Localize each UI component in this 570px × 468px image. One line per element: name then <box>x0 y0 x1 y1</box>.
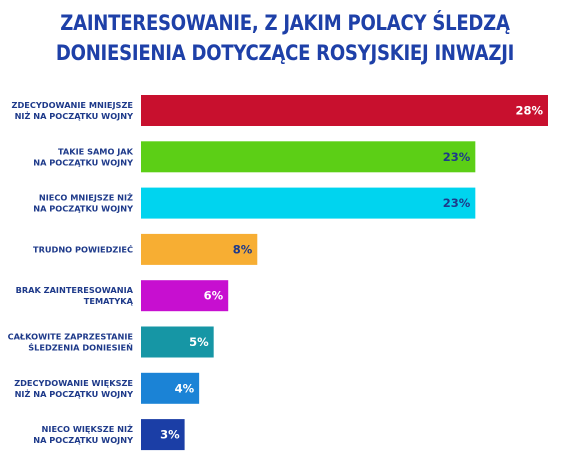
chart-title: ZAINTERESOWANIE, Z JAKIM POLACY ŚLEDZĄ D… <box>40 8 530 68</box>
category-label-5: BRAK ZAINTERESOWANIA TEMATYKĄ <box>16 285 134 306</box>
category-label-line: NIECO MNIEJSZE NIŻ <box>39 193 133 203</box>
value-label-7: 4% <box>175 381 195 395</box>
category-label-4: TRUDNO POWIEDZIEĆ <box>33 243 133 254</box>
category-label-line: ZDECYDOWANIE WIĘKSZE <box>14 378 133 388</box>
category-label-line: NIŻ NA POCZĄTKU WOJNY <box>15 111 135 121</box>
category-label-line: TRUDNO POWIEDZIEĆ <box>33 243 133 254</box>
bar-3 <box>141 187 476 219</box>
category-label-7: ZDECYDOWANIE WIĘKSZE NIŻ NA POCZĄTKU WOJN… <box>14 378 134 399</box>
value-label-6: 5% <box>189 335 209 349</box>
category-label-3: NIECO MNIEJSZE NIŻ NA POCZĄTKU WOJNY <box>33 193 134 214</box>
category-label-line: NIECO WIĘKSZE NIŻ <box>42 424 134 434</box>
category-label-line: NA POCZĄTKU WOJNY <box>33 204 134 214</box>
value-label-3: 23% <box>443 196 471 210</box>
value-label-8: 3% <box>160 428 180 442</box>
category-label-line: TEMATYKĄ <box>84 296 134 306</box>
bar-2 <box>141 141 476 173</box>
bar-4 <box>141 233 258 265</box>
bar-7 <box>141 372 200 404</box>
category-label-line: ZDECYDOWANIE MNIEJSZE <box>12 100 133 110</box>
category-label-1: ZDECYDOWANIE MNIEJSZE NIŻ NA POCZĄTKU WOJ… <box>12 100 135 121</box>
category-label-line: TAKIE SAMO JAK <box>58 146 134 156</box>
category-label-2: TAKIE SAMO JAK NA POCZĄTKU WOJNY <box>33 146 134 167</box>
bar-8 <box>141 419 185 451</box>
chart-title-line-2: DONIESIENIA DOTYCZĄCE ROSYJSKIEJ INWAZJI <box>55 41 515 65</box>
category-label-line: NA POCZĄTKU WOJNY <box>33 435 134 445</box>
category-label-line: NIŻ NA POCZĄTKU WOJNY <box>15 389 135 399</box>
value-label-2: 23% <box>443 150 471 164</box>
category-label-line: BRAK ZAINTERESOWANIA <box>16 285 134 295</box>
bar-6 <box>141 326 214 358</box>
bar-1 <box>141 95 548 126</box>
value-label-1: 28% <box>515 104 543 118</box>
category-label-line: NA POCZĄTKU WOJNY <box>33 157 134 167</box>
category-label-line: CAŁKOWITE ZAPRZESTANIE <box>8 332 133 342</box>
value-label-5: 6% <box>204 289 224 303</box>
category-label-6: CAŁKOWITE ZAPRZESTANIE ŚLEDZENIA DONIESIE… <box>8 332 134 353</box>
value-label-4: 8% <box>233 242 253 256</box>
category-label-line: ŚLEDZENIA DONIESIEŃ <box>28 342 133 353</box>
bar-5 <box>141 280 229 312</box>
chart-title-line-1: ZAINTERESOWANIE, Z JAKIM POLACY ŚLEDZĄ <box>60 11 510 35</box>
category-label-8: NIECO WIĘKSZE NIŻ NA POCZĄTKU WOJNY <box>33 424 134 445</box>
